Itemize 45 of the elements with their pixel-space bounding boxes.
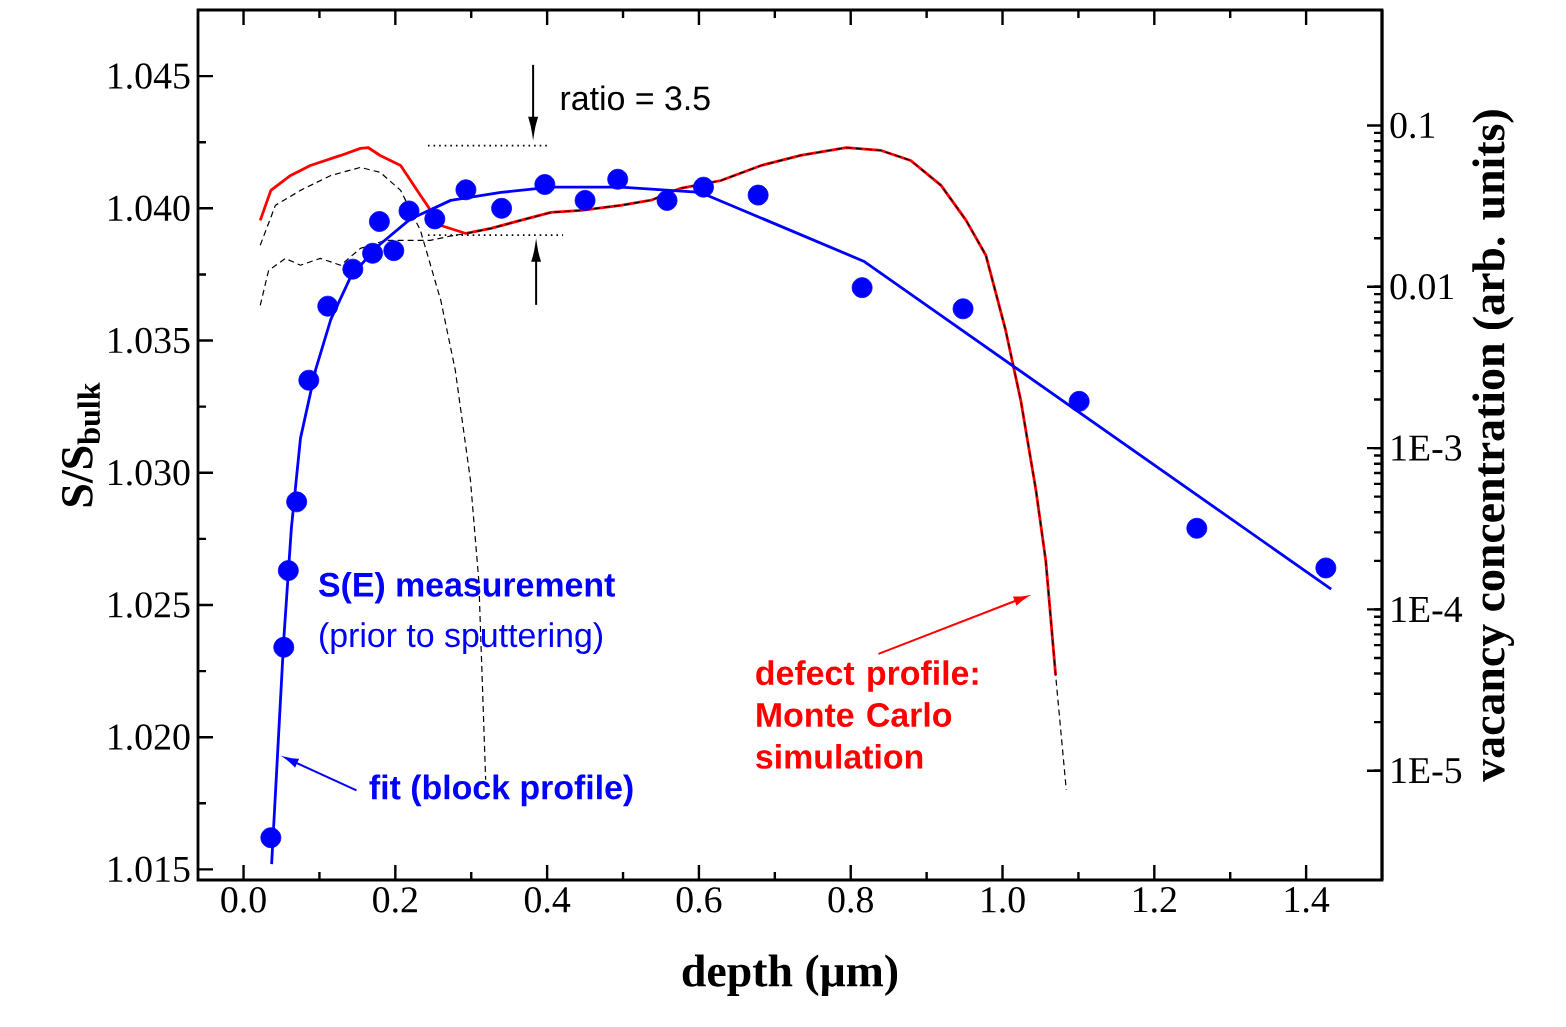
point (1186, 517, 1208, 539)
point (383, 240, 405, 262)
y-tick-label: 1.035 (109, 327, 190, 354)
annotation: ratio = 3.5 (561, 85, 710, 111)
y-tick-label: 1.030 (109, 459, 190, 486)
annotation: S(E) measurement (318, 571, 615, 604)
y2-tick-label: 1E-4 (1392, 596, 1463, 622)
y2-axis-title: vacancy concentration (arb. units) (1472, 110, 1515, 782)
annotation: defect profile: Monte Carlo simulation (756, 660, 978, 769)
y2-tick-label: 1E-3 (1392, 435, 1462, 461)
y2-tick-label: 0.1 (1390, 112, 1435, 139)
point (851, 277, 873, 299)
y-tick-label: 1.015 (109, 856, 190, 883)
point (607, 168, 629, 190)
point (952, 298, 974, 320)
point (398, 200, 420, 222)
point (656, 189, 678, 211)
y-axis-title: S/S$_{bulk}$ (61, 382, 101, 507)
x-tick-label: 0.6 (676, 887, 722, 913)
x-tick-label: 1.2 (1133, 887, 1176, 913)
point (693, 176, 714, 198)
y-tick-label: 1.040 (109, 195, 190, 222)
x-tick-label: 0.0 (221, 887, 266, 913)
point (455, 179, 477, 201)
point (491, 197, 512, 219)
point (574, 189, 596, 211)
y2-tick-label: 0.01 (1390, 273, 1454, 300)
point (317, 295, 339, 317)
y-tick-label: 1.020 (109, 724, 190, 751)
point (747, 184, 769, 206)
point (369, 211, 390, 232)
y-tick-label: 1.025 (109, 592, 190, 618)
x-tick-label: 0.8 (828, 887, 873, 913)
x-tick-label: 0.2 (373, 887, 417, 913)
x-axis-title: depth (μm) (682, 954, 898, 996)
y-tick-label: 1.045 (109, 63, 190, 89)
x-tick-label: 0.4 (524, 887, 571, 913)
point (424, 208, 446, 230)
x-tick-label: 1.0 (982, 887, 1025, 913)
annotation: fit (block profile) (369, 774, 633, 807)
annotation: (prior to sputtering) (320, 622, 602, 654)
y2-tick-label: 1E-5 (1392, 758, 1462, 784)
x-tick-label: 1.4 (1285, 887, 1330, 913)
point (1315, 557, 1337, 579)
point (1068, 390, 1090, 412)
